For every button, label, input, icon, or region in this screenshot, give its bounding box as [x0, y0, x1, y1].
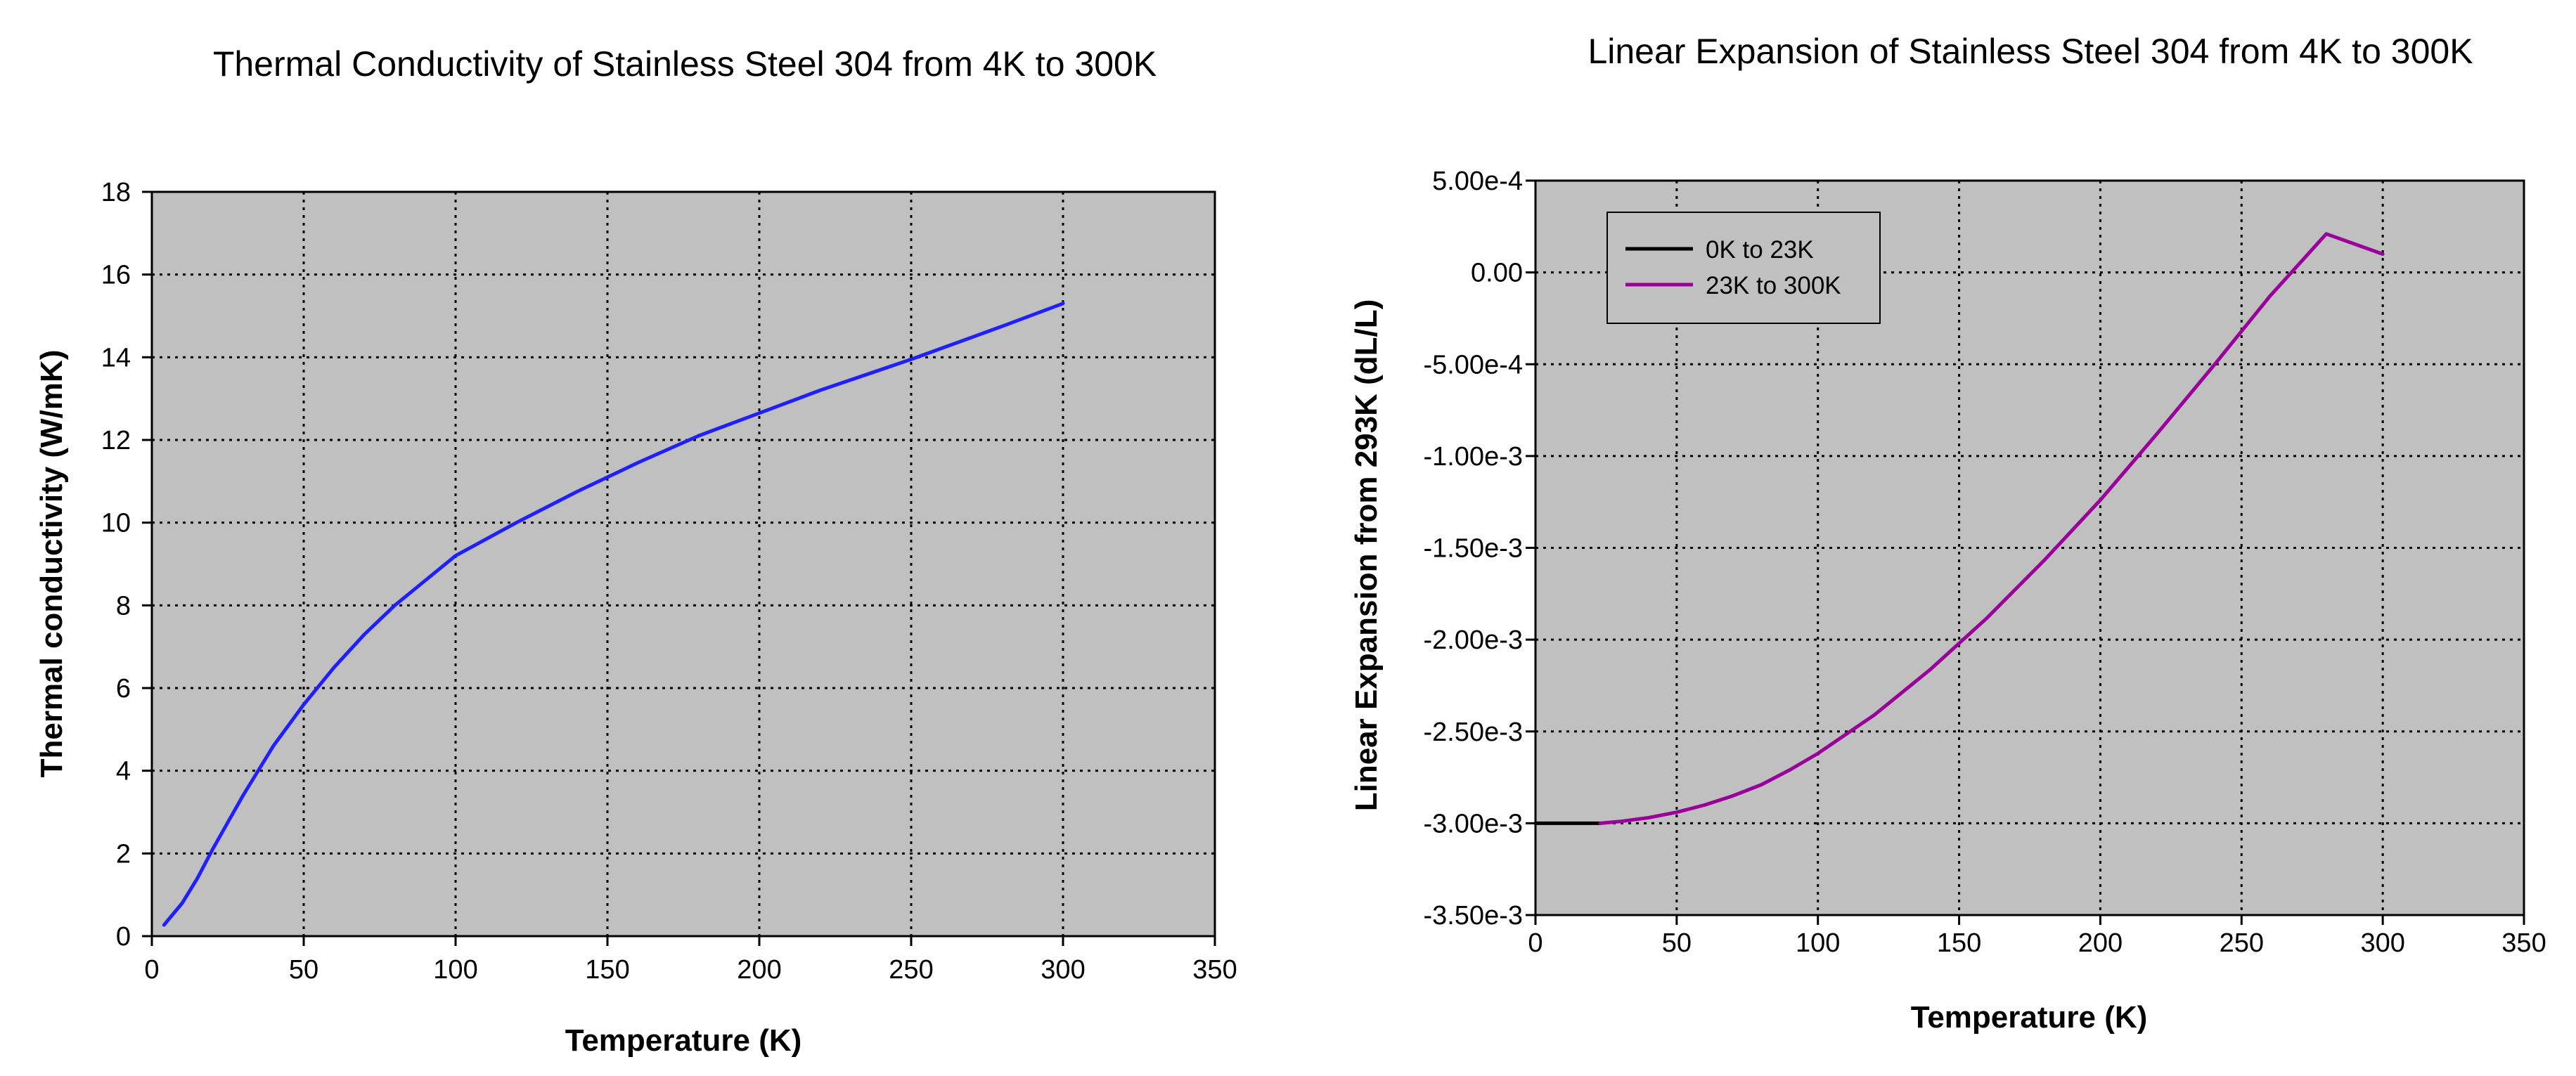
chart-2-x-tick-label: 250	[2220, 928, 2264, 958]
chart-2-x-tick-label: 350	[2501, 928, 2546, 958]
chart-1-x-tick-label: 350	[1192, 955, 1237, 985]
chart-2-x-tick-label: 0	[1528, 928, 1543, 958]
chart-2-y-tick-label: -2.50e-3	[1423, 718, 1523, 747]
legend-label-0k-to-23k: 0K to 23K	[1706, 236, 1814, 264]
chart-2-x-tick-label: 100	[1796, 928, 1840, 958]
chart-1-x-tick-label: 0	[144, 955, 159, 985]
chart-1-x-axis-label: Temperature (K)	[565, 1023, 802, 1058]
chart-1-y-tick-label: 8	[116, 591, 131, 621]
chart-1-x-tick-label: 100	[433, 955, 477, 985]
chart-1-x-tick-label: 200	[737, 955, 781, 985]
chart-2-y-tick-label: 0.00	[1471, 259, 1523, 288]
chart-2-title: Linear Expansion of Stainless Steel 304 …	[1588, 32, 2473, 71]
chart-2-x-tick-label: 50	[1662, 928, 1692, 958]
chart-1-y-tick-label: 10	[101, 509, 131, 538]
chart-1-plot-area	[152, 192, 1215, 936]
chart-1-x-tick-label: 250	[889, 955, 933, 985]
chart-1-y-axis-label: Thermal conductivity (W/mK)	[34, 350, 69, 778]
chart-2-y-tick-label: -3.00e-3	[1423, 809, 1523, 838]
chart-2-y-tick-label: -1.50e-3	[1423, 534, 1523, 564]
chart-2-y-axis-label: Linear Expansion from 293K (dL/L)	[1349, 299, 1384, 812]
chart-1-x-tick-label: 50	[289, 955, 318, 985]
chart-2-series	[1533, 232, 2385, 825]
chart-2-y-tick-label: -5.00e-4	[1423, 350, 1523, 380]
chart-1-y-tick-label: 14	[101, 343, 131, 372]
chart-1-x-ticks: 0 50 100 150 200 250 300 350	[144, 936, 1237, 985]
chart-1-y-tick-label: 2	[116, 839, 131, 869]
chart-2-x-tick-label: 200	[2078, 928, 2123, 958]
chart-1-y-tick-label: 6	[116, 674, 131, 704]
chart-2-x-ticks: 0 50 100 150 200 250 300 350	[1528, 915, 2546, 958]
chart-2-x-tick-label: 150	[1937, 928, 1981, 958]
chart-2-y-tick-label: -1.00e-3	[1423, 442, 1523, 472]
chart-1-y-ticks: 0 2 4 6 8 10 12 14 16 18	[101, 178, 152, 952]
chart-1-series	[162, 302, 1065, 927]
chart-1-gridlines	[152, 192, 1215, 936]
chart-1-y-tick-label: 18	[101, 178, 131, 207]
chart-1-y-tick-label: 12	[101, 426, 131, 455]
chart-1-y-tick-label: 4	[116, 757, 131, 786]
chart-2-y-ticks: 5.00e-4 0.00 -5.00e-4 -1.00e-3 -1.50e-3 -2.00…	[1423, 167, 1535, 931]
chart-1-title: Thermal Conductivity of Stainless Steel …	[213, 44, 1157, 84]
chart-1-y-tick-label: 0	[116, 922, 131, 952]
chart-2-y-tick-label: -2.00e-3	[1423, 625, 1523, 655]
chart-1-y-tick-label: 16	[101, 261, 131, 290]
series-line-thermal-conductivity	[162, 302, 1065, 927]
chart-2-legend-box	[1606, 212, 1881, 324]
chart-2-y-tick-label: -3.50e-3	[1423, 901, 1523, 931]
chart-2-x-axis-label: Temperature (K)	[1911, 1000, 2148, 1035]
chart-2-x-tick-label: 300	[2360, 928, 2404, 958]
chart-1-plot-border	[150, 190, 1216, 938]
chart-thermal-conductivity: Thermal Conductivity of Stainless Steel …	[34, 44, 1237, 1058]
chart-1-x-tick-label: 300	[1041, 955, 1085, 985]
chart-1-x-tick-label: 150	[585, 955, 629, 985]
chart-2-legend: 0K to 23K 23K to 300K	[1606, 212, 1881, 324]
chart-2-y-tick-label: 5.00e-4	[1432, 167, 1523, 196]
series-line-23k-to-300k	[1598, 232, 2385, 825]
chart-linear-expansion: Linear Expansion of Stainless Steel 304 …	[1349, 32, 2546, 1035]
legend-label-23k-to-300k: 23K to 300K	[1706, 272, 1841, 299]
